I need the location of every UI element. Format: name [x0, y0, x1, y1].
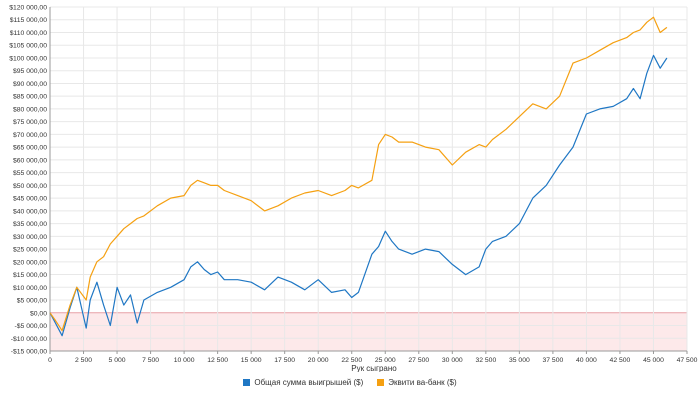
- x-tick-label: 35 000: [509, 357, 530, 364]
- legend-swatch-orange: [377, 379, 385, 386]
- y-tick-label: $85 000,00: [13, 94, 47, 101]
- x-tick-label: 5 000: [109, 357, 126, 364]
- x-tick-label: 30 000: [442, 357, 463, 364]
- axes: -$15 000,00 -$10 000,00 -$5 000,00 $0,00 $5 …: [9, 5, 697, 365]
- x-tick-label: 10 000: [174, 357, 195, 364]
- y-tick-label: $30 000,00: [13, 234, 47, 241]
- y-tick-label: $60 000,00: [13, 157, 47, 164]
- y-tick-label: $55 000,00: [13, 170, 47, 177]
- x-tick-label: 32 500: [475, 357, 496, 364]
- series-lines: [49, 16, 668, 337]
- x-tick-label: 27 500: [408, 357, 429, 364]
- x-tick-label: 47 500: [677, 357, 698, 364]
- y-tick-label: $105 000,00: [9, 43, 47, 50]
- x-tick-label: 2 500: [75, 357, 92, 364]
- y-tick-label: $50 000,00: [13, 183, 47, 190]
- y-tick-label: $25 000,00: [13, 247, 47, 254]
- y-tick-label: -$15 000,00: [11, 349, 48, 356]
- x-tick-label: 7 500: [142, 357, 159, 364]
- legend-label-allin-equity: Эквити ва-банк ($): [388, 378, 457, 387]
- x-tick-label: 40 000: [576, 357, 597, 364]
- series-line-winnings: [49, 54, 668, 337]
- legend-item-allin-equity[interactable]: Эквити ва-банк ($): [377, 378, 457, 387]
- y-tick-label: $70 000,00: [13, 132, 47, 139]
- y-tick-label: $65 000,00: [13, 145, 47, 152]
- x-tick-label: 45 000: [643, 357, 664, 364]
- y-tick-label: $10 000,00: [13, 285, 47, 292]
- x-tick-label: 0: [48, 357, 52, 364]
- y-tick-label: $120 000,00: [9, 5, 47, 12]
- series-line-allin-equity: [49, 16, 668, 332]
- x-tick-label: 12 500: [207, 357, 228, 364]
- y-tick-label: $115 000,00: [10, 17, 48, 24]
- x-tick-label: 25 000: [375, 357, 396, 364]
- legend-label-winnings: Общая сумма выигрышей ($): [254, 378, 364, 387]
- x-tick-label: 17 500: [274, 357, 295, 364]
- line-chart: -$15 000,00 -$10 000,00 -$5 000,00 $0,00 $5 …: [9, 5, 697, 374]
- x-tick-label: 22 500: [341, 357, 362, 364]
- legend: Общая сумма выигрышей ($) Эквити ва-банк…: [0, 378, 700, 387]
- legend-item-winnings[interactable]: Общая сумма выигрышей ($): [243, 378, 363, 387]
- y-tick-label: $110 000,00: [10, 30, 48, 37]
- y-tick-label: $100 000,00: [9, 55, 47, 62]
- y-tick-label: -$5 000,00: [14, 323, 47, 330]
- y-tick-label: $75 000,00: [13, 119, 47, 126]
- x-tick-label: 42 500: [610, 357, 631, 364]
- x-axis-title: Рук сыграно: [351, 364, 397, 372]
- y-tick-label: $40 000,00: [13, 208, 47, 215]
- negative-zone: [50, 312, 687, 351]
- legend-swatch-blue: [243, 379, 251, 386]
- x-tick-label: 37 500: [542, 357, 563, 364]
- x-tick-label: 20 000: [308, 357, 329, 364]
- y-tick-label: $20 000,00: [13, 259, 47, 266]
- grid: [49, 6, 688, 352]
- y-tick-label: -$10 000,00: [11, 336, 48, 343]
- y-tick-label: $95 000,00: [13, 68, 47, 75]
- x-tick-label: 15 000: [241, 357, 262, 364]
- y-tick-label: $0,00: [30, 310, 47, 317]
- y-tick-label: $80 000,00: [13, 106, 47, 113]
- y-tick-label: $90 000,00: [13, 81, 47, 88]
- y-tick-label: $5 000,00: [17, 298, 47, 305]
- y-tick-label: $15 000,00: [13, 272, 47, 279]
- y-tick-label: $35 000,00: [13, 221, 47, 228]
- y-tick-label: $45 000,00: [13, 196, 47, 203]
